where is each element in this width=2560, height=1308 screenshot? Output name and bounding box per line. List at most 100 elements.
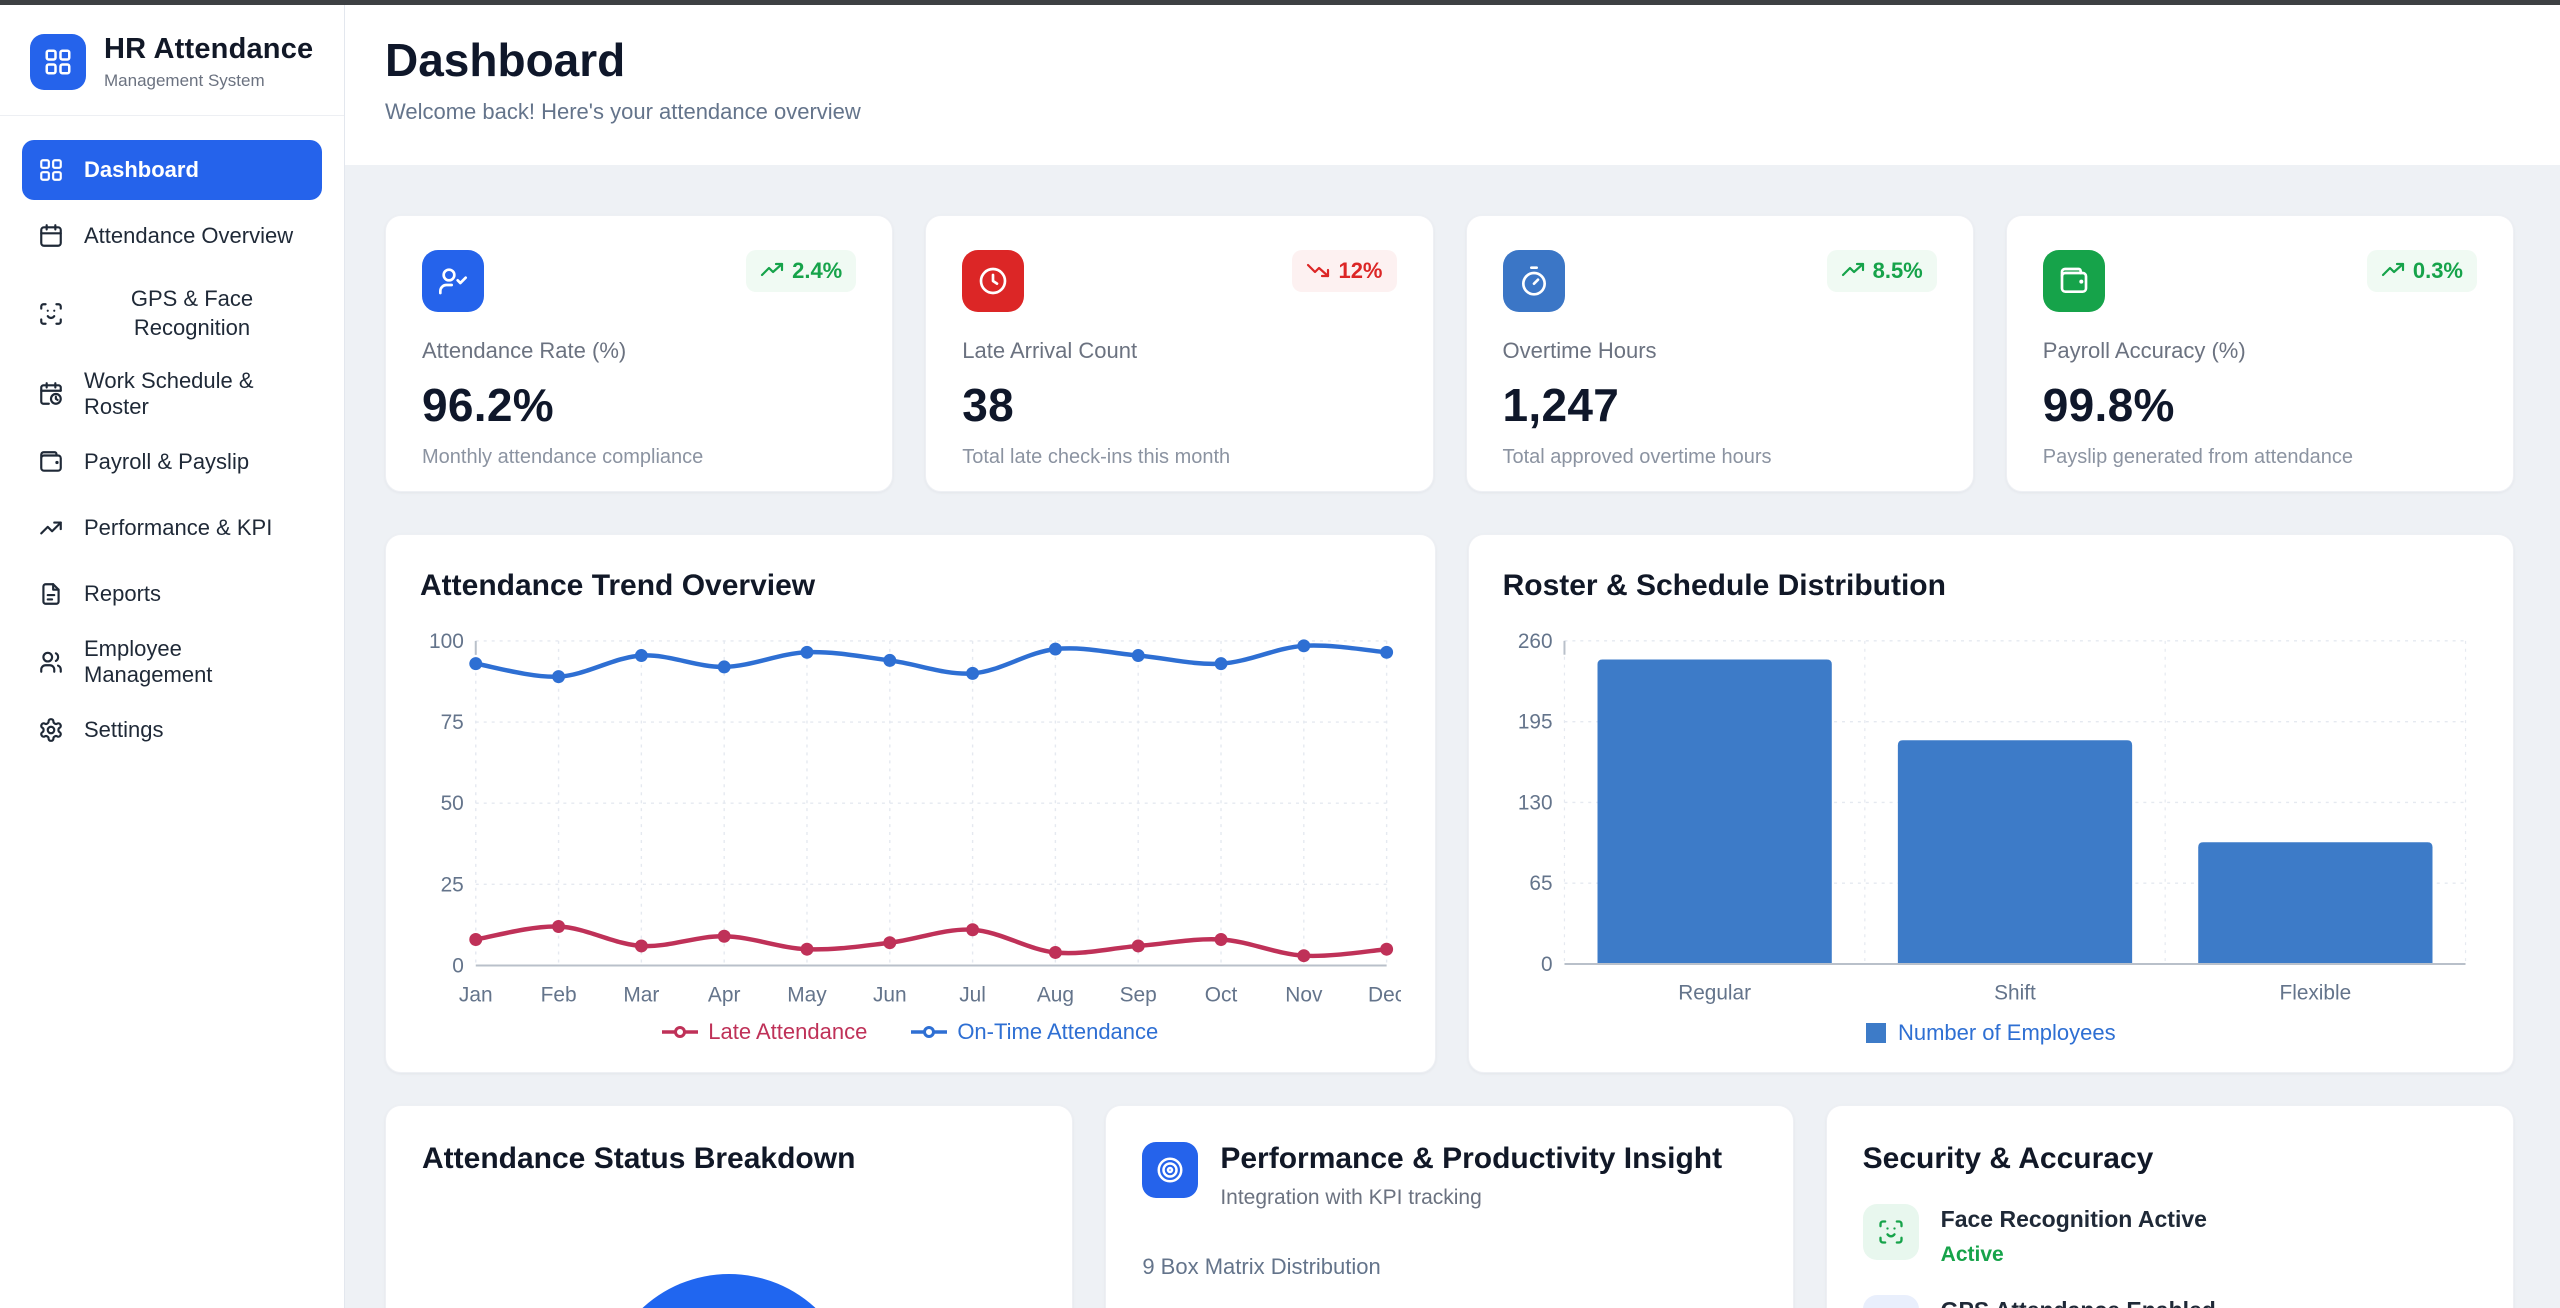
svg-text:195: 195 — [1517, 711, 1552, 734]
sidebar-item-label: GPS & Face Recognition — [130, 286, 254, 340]
sidebar-item-gps-face-recognition[interactable]: GPS & Face Recognition — [22, 272, 322, 356]
chart-title: Attendance Trend Overview — [420, 569, 816, 602]
sidebar-item-work-schedule-roster[interactable]: Work Schedule & Roster — [22, 362, 322, 426]
map-pin-icon — [1862, 1295, 1919, 1308]
sidebar-item-label: Employee Management — [84, 636, 213, 687]
sidebar-item-employee-management[interactable]: Employee Management — [22, 630, 322, 694]
stat-card-attendance-rate: 2.4% Attendance Rate (%) 96.2% Monthly a… — [385, 215, 894, 492]
sidebar-item-label: Settings — [84, 717, 164, 742]
svg-text:75: 75 — [441, 711, 464, 734]
attendance-trend-line-chart: Jan Feb Mar Apr May Jun Jul Aug Sep Oct Nov Dec 0 25 5… — [429, 630, 1401, 1006]
page-header: Dashboard Welcome back! Here's your atte… — [345, 5, 2560, 165]
stat-value: 38 — [962, 379, 1015, 431]
sidebar-item-reports[interactable]: Reports — [22, 564, 322, 624]
grid-icon — [38, 157, 64, 183]
svg-text:Nov: Nov — [1285, 983, 1323, 1006]
svg-text:Aug: Aug — [1037, 983, 1074, 1006]
matrix-section-label: 9 Box Matrix Distribution — [1142, 1254, 1381, 1279]
pie-chart-blue-slice — [602, 1274, 857, 1308]
svg-text:0: 0 — [1541, 953, 1553, 976]
stat-label: Late Arrival Count — [962, 338, 1138, 363]
svg-text:Jun: Jun — [873, 983, 907, 1006]
sidebar-item-label: Work Schedule & Roster — [84, 368, 254, 419]
trending-up-icon — [2381, 258, 2405, 284]
trend-badge: 2.4% — [746, 250, 857, 292]
sidebar-item-settings[interactable]: Settings — [22, 700, 322, 760]
svg-text:Regular: Regular — [1678, 982, 1751, 1005]
window-top-edge — [0, 0, 2560, 5]
wallet-icon — [38, 449, 64, 475]
security-accuracy-card: Security & Accuracy Face Recognition Act… — [1825, 1105, 2514, 1308]
security-item-face-recognition: Face Recognition Active Active — [1862, 1204, 2477, 1267]
stat-value: 1,247 — [1502, 379, 1620, 431]
trending-up-icon — [760, 258, 784, 284]
sidebar-item-payroll-payslip[interactable]: Payroll & Payslip — [22, 432, 322, 492]
sidebar: HR Attendance Management System Dashboar… — [0, 5, 345, 1308]
stat-description: Payslip generated from attendance — [2042, 446, 2353, 468]
card-title: Performance & Productivity Insight — [1220, 1142, 1723, 1175]
attendance-status-card: Attendance Status Breakdown — [385, 1105, 1074, 1308]
brand-logo-grid-icon — [30, 34, 86, 90]
wallet-icon — [2042, 250, 2105, 312]
svg-text:Jan: Jan — [459, 983, 493, 1006]
sidebar-item-label: Payroll & Payslip — [84, 449, 250, 474]
trend-value: 0.3% — [2412, 258, 2463, 283]
sidebar-item-attendance-overview[interactable]: Attendance Overview — [22, 206, 322, 266]
stats-row: 2.4% Attendance Rate (%) 96.2% Monthly a… — [385, 215, 2514, 492]
user-check-icon — [422, 250, 484, 312]
card-title: Security & Accuracy — [1862, 1142, 2154, 1175]
svg-text:Flexible: Flexible — [2279, 982, 2351, 1005]
calendar-clock-icon — [38, 381, 64, 407]
trend-badge: 0.3% — [2366, 250, 2477, 292]
attendance-trend-card: Attendance Trend Overview Jan Feb Mar Apr Ma… — [385, 534, 1436, 1073]
target-icon — [1142, 1142, 1199, 1198]
svg-text:65: 65 — [1529, 872, 1552, 895]
clock-icon — [962, 250, 1025, 312]
sidebar-item-label: Attendance Overview — [84, 223, 294, 248]
brand-text: HR Attendance Management System — [104, 33, 313, 91]
security-item-title: GPS Attendance Enabled — [1941, 1297, 2216, 1308]
legend-label: Late Attendance — [708, 1019, 868, 1045]
sidebar-item-label: Dashboard — [84, 157, 199, 182]
stat-label: Overtime Hours — [1502, 338, 1657, 363]
brand-subtitle: Management System — [104, 71, 265, 90]
brand-title: HR Attendance — [104, 33, 314, 65]
roster-legend[interactable]: Number of Employees — [1503, 1020, 2479, 1046]
svg-text:100: 100 — [429, 630, 464, 653]
svg-text:Apr: Apr — [708, 983, 741, 1006]
stat-value: 96.2% — [422, 379, 554, 431]
sidebar-item-dashboard[interactable]: Dashboard — [22, 140, 322, 200]
timer-icon — [1502, 250, 1565, 312]
trend-badge: 8.5% — [1826, 250, 1937, 292]
charts-row: Attendance Trend Overview Jan Feb Mar Apr Ma… — [385, 534, 2514, 1073]
stat-description: Total late check-ins this month — [962, 446, 1231, 468]
file-text-icon — [38, 581, 64, 607]
chart-title: Attendance Status Breakdown — [422, 1142, 856, 1175]
trending-down-icon — [1306, 258, 1330, 284]
legend-on-time-attendance[interactable]: On-Time Attendance — [911, 1019, 1158, 1045]
gear-icon — [38, 717, 64, 743]
calendar-icon — [38, 223, 64, 249]
stat-card-payroll-accuracy: 0.3% Payroll Accuracy (%) 99.8% Payslip … — [2005, 215, 2514, 492]
svg-text:50: 50 — [441, 792, 464, 815]
legend-late-attendance[interactable]: Late Attendance — [662, 1019, 867, 1045]
sidebar-nav: Dashboard Attendance Overview GPS & Face… — [0, 116, 344, 790]
chart-title: Roster & Schedule Distribution — [1502, 569, 1946, 602]
svg-text:130: 130 — [1517, 791, 1552, 814]
svg-text:May: May — [787, 983, 827, 1006]
stat-label: Payroll Accuracy (%) — [2042, 338, 2246, 363]
roster-bar-chart: 0 65 130 195 260 Regular Shift Flexible — [1517, 630, 2466, 1005]
legend-label: Number of Employees — [1897, 1019, 2116, 1045]
face-scan-icon — [1862, 1204, 1919, 1260]
sidebar-item-performance-kpi[interactable]: Performance & KPI — [22, 498, 322, 558]
stat-card-late-arrival: 12% Late Arrival Count 38 Total late che… — [925, 215, 1434, 492]
app-root: HR Attendance Management System Dashboar… — [0, 5, 2560, 1308]
security-item-status: Active — [1940, 1243, 2004, 1266]
svg-text:Oct: Oct — [1205, 983, 1238, 1006]
svg-text:Shift: Shift — [1994, 982, 2036, 1005]
trend-value: 8.5% — [1872, 258, 1923, 283]
performance-insight-card: Performance & Productivity Insight Integ… — [1105, 1105, 1794, 1308]
bottom-row: Attendance Status Breakdown Performance … — [385, 1105, 2514, 1308]
legend-label: On-Time Attendance — [957, 1019, 1159, 1045]
users-icon — [38, 649, 64, 675]
